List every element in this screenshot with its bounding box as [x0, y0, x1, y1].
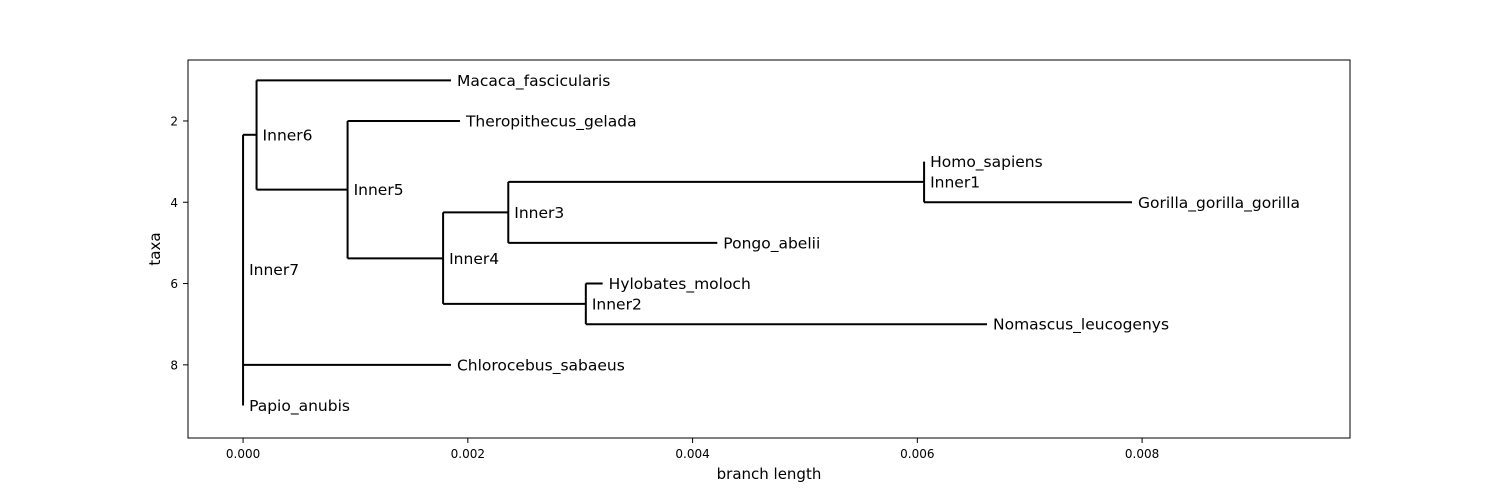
inner-node-label-inner2: Inner2	[592, 295, 642, 313]
plot-frame	[187, 59, 1351, 439]
x-axis: 0.000 0.002 0.004 0.006 0.008	[226, 438, 1159, 461]
y-axis: 2 4 6 8	[170, 114, 188, 372]
y-tick-label: 4	[170, 196, 178, 210]
inner-node-label-inner5: Inner5	[354, 181, 404, 199]
x-tick-label: 0.002	[451, 447, 485, 461]
x-tick-label: 0.004	[675, 447, 709, 461]
y-axis-title: taxa	[146, 232, 164, 265]
leaf-label-macaca-fascicularis: Macaca_fascicularis	[457, 72, 610, 91]
y-tick-label: 2	[170, 114, 178, 128]
inner-node-label-inner6: Inner6	[263, 126, 313, 144]
leaf-label-homo-sapiens: Homo_sapiens	[930, 153, 1043, 172]
y-tick-label: 8	[170, 358, 178, 372]
leaf-label-gorilla-gorilla-gorilla: Gorilla_gorilla_gorilla	[1138, 194, 1300, 213]
x-axis-title: branch length	[717, 465, 822, 483]
leaf-label-hylobates-moloch: Hylobates_moloch	[609, 275, 751, 294]
leaf-label-nomascus-leucogenys: Nomascus_leucogenys	[993, 316, 1169, 335]
inner-node-label-inner7: Inner7	[249, 261, 299, 279]
inner-node-label-inner3: Inner3	[514, 204, 564, 222]
inner-node-label-inner4: Inner4	[449, 250, 499, 268]
x-tick-label: 0.006	[900, 447, 934, 461]
leaf-label-papio-anubis: Papio_anubis	[249, 397, 350, 416]
y-tick-label: 6	[170, 277, 178, 291]
x-tick-label: 0.000	[226, 447, 260, 461]
node-labels: Inner7 Inner6 Macaca_fascicularis Inner5 The…	[249, 72, 1300, 416]
x-tick-label: 0.008	[1125, 447, 1159, 461]
tree-branches	[242, 79, 1132, 406]
leaf-label-chlorocebus-sabaeus: Chlorocebus_sabaeus	[457, 356, 625, 375]
inner-node-label-inner1: Inner1	[930, 173, 980, 191]
leaf-label-pongo-abelii: Pongo_abelii	[723, 234, 820, 253]
leaf-label-theropithecus-gelada: Theropithecus_gelada	[465, 112, 637, 131]
